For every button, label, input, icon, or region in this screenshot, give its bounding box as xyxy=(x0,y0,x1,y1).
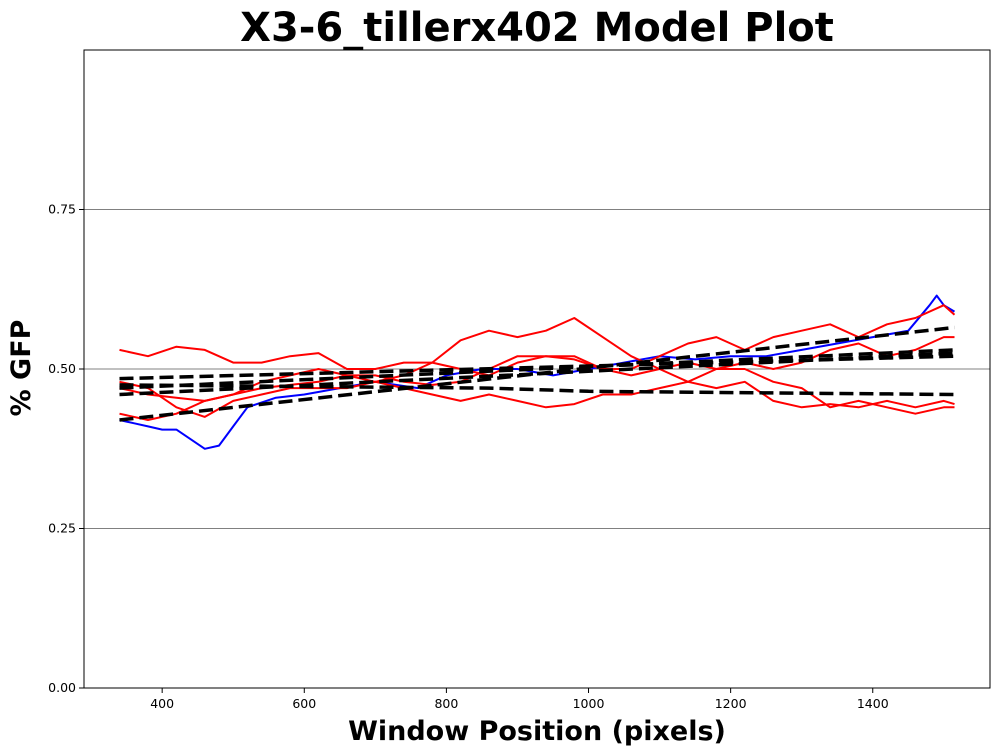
y-tick-label: 0.50 xyxy=(48,361,76,376)
x-tick-label: 800 xyxy=(434,696,458,711)
x-tick-label: 1000 xyxy=(573,696,605,711)
chart-title: X3-6_tillerx402 Model Plot xyxy=(240,5,834,51)
x-axis-label: Window Position (pixels) xyxy=(348,716,726,747)
x-tick-label: 400 xyxy=(150,696,174,711)
x-tick-label: 1400 xyxy=(857,696,889,711)
y-tick-label: 0.00 xyxy=(48,680,76,695)
x-tick-label: 600 xyxy=(292,696,316,711)
grid-lines xyxy=(84,209,990,529)
model-line-9 xyxy=(119,354,955,381)
observed-line-3 xyxy=(119,368,955,418)
model-line-10 xyxy=(119,383,955,397)
plot-area xyxy=(119,294,956,450)
axis-ticks: 400 600 800 1000 1200 1400 0.00 0.25 0.50 0.75 xyxy=(48,202,889,712)
observed-line-2 xyxy=(119,317,955,409)
y-tick-label: 0.25 xyxy=(48,521,76,536)
y-tick-label: 0.75 xyxy=(48,202,76,217)
model-line-6 xyxy=(119,325,955,422)
x-tick-label: 1200 xyxy=(715,696,747,711)
y-axis-label: % GFP xyxy=(6,320,37,417)
